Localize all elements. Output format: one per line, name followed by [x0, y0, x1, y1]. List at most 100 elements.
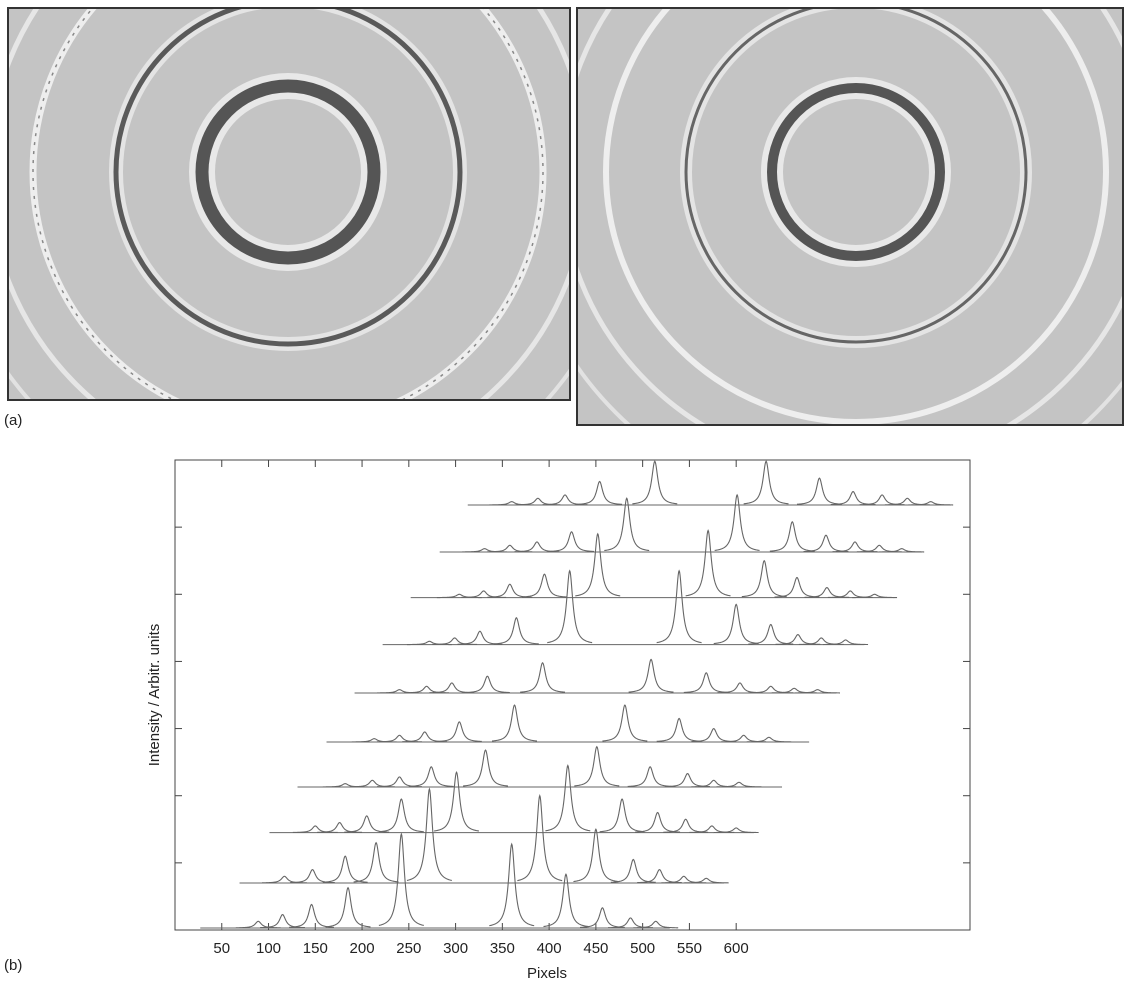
- ring-image-left: [8, 8, 570, 400]
- peak: [408, 766, 454, 787]
- peak: [691, 727, 737, 743]
- peak: [292, 825, 338, 834]
- peak: [879, 548, 925, 553]
- peak: [656, 569, 702, 644]
- peak: [663, 818, 709, 833]
- peak: [378, 798, 424, 833]
- peak: [549, 531, 595, 552]
- peak: [577, 480, 623, 505]
- x-tick-label: 300: [443, 940, 468, 957]
- peak: [463, 749, 509, 787]
- peak: [716, 781, 762, 788]
- peak: [432, 637, 478, 646]
- peak: [517, 794, 563, 882]
- peak: [514, 541, 560, 553]
- peak: [433, 770, 480, 832]
- peak: [406, 640, 452, 646]
- peak: [492, 704, 538, 742]
- peak: [859, 494, 905, 506]
- peak: [520, 661, 566, 693]
- plot-frame: [174, 459, 971, 931]
- peak: [344, 815, 390, 833]
- peak: [803, 534, 849, 553]
- peak: [683, 672, 729, 693]
- peak: [436, 721, 482, 743]
- y-axis-title: Intensity / Arbitr. units: [146, 624, 163, 767]
- peak: [579, 907, 625, 928]
- x-tick-label: 150: [303, 940, 328, 957]
- peak: [795, 689, 840, 694]
- x-tick-label: 550: [677, 940, 702, 957]
- peak: [543, 873, 589, 928]
- peak: [487, 583, 533, 598]
- peak: [378, 832, 424, 926]
- peak: [351, 738, 397, 743]
- x-tick-label: 200: [350, 940, 375, 957]
- peak: [235, 920, 281, 929]
- x-axis-title: Pixels: [527, 965, 567, 982]
- x-tick-label: 350: [490, 940, 515, 957]
- peak: [406, 787, 452, 881]
- peak: [377, 776, 422, 788]
- peak: [402, 731, 448, 743]
- peak: [796, 477, 842, 505]
- peak: [289, 903, 335, 928]
- peak: [377, 734, 422, 743]
- peak: [489, 842, 535, 927]
- peak: [542, 494, 588, 506]
- peak: [628, 658, 674, 693]
- peak: [610, 858, 656, 883]
- peak: [317, 821, 363, 833]
- peak: [599, 798, 645, 833]
- peak: [521, 573, 567, 598]
- image-frame: [576, 7, 1124, 426]
- x-tick-label: 100: [256, 940, 281, 957]
- peak: [429, 682, 475, 694]
- peak: [436, 593, 482, 599]
- peak: [573, 828, 619, 883]
- peak: [746, 736, 792, 743]
- peak: [748, 623, 794, 645]
- peak: [627, 766, 673, 787]
- peak: [741, 559, 787, 598]
- peak: [575, 532, 621, 597]
- peak: [656, 717, 702, 742]
- peak: [632, 460, 678, 505]
- peak: [602, 704, 648, 742]
- panel-label: (a): [4, 412, 22, 429]
- peak: [545, 764, 591, 832]
- peak: [665, 772, 711, 788]
- image-frame: [7, 7, 571, 401]
- peak: [493, 617, 539, 645]
- x-tick-label: 400: [537, 940, 562, 957]
- peak: [685, 529, 731, 597]
- peak: [461, 590, 507, 599]
- peak: [260, 913, 306, 929]
- peak: [574, 745, 620, 787]
- peak: [322, 855, 368, 883]
- peak: [457, 630, 503, 645]
- peak: [713, 827, 759, 834]
- panel-label: (b): [4, 957, 22, 974]
- x-tick-label: 250: [396, 940, 421, 957]
- x-tick-label: 50: [213, 940, 230, 957]
- peak: [714, 493, 760, 551]
- peak: [290, 868, 335, 884]
- peak: [769, 520, 815, 552]
- peak: [683, 877, 729, 884]
- x-tick-label: 450: [583, 940, 608, 957]
- peak: [633, 920, 679, 929]
- peak: [713, 603, 759, 645]
- x-tick-label: 500: [630, 940, 655, 957]
- peak: [774, 576, 820, 598]
- peak: [823, 639, 869, 646]
- peak: [325, 886, 371, 928]
- peak: [743, 460, 789, 505]
- peak: [547, 569, 593, 644]
- ring-image-right: [577, 8, 1123, 425]
- peak: [261, 875, 307, 884]
- peak: [908, 501, 954, 506]
- peak: [830, 490, 876, 506]
